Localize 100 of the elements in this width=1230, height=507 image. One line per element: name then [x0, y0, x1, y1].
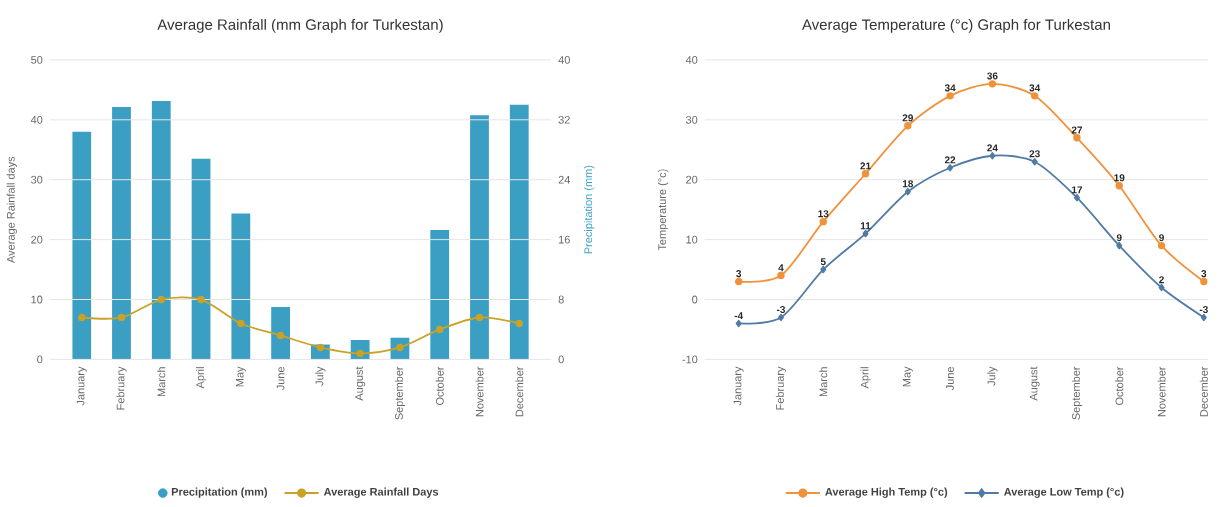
- point: [904, 188, 911, 196]
- point: [1157, 242, 1166, 250]
- point: [237, 320, 245, 328]
- x-tick-label: February: [116, 366, 127, 410]
- y2-tick-label: 8: [558, 295, 564, 304]
- data-label: 34: [944, 84, 956, 92]
- data-label: 3: [736, 270, 742, 278]
- point: [276, 331, 285, 340]
- point: [777, 272, 785, 280]
- legend-label: Precipitation (mm): [171, 487, 268, 499]
- x-tick-label: October: [435, 366, 444, 406]
- y-tick-label: 20: [31, 235, 43, 244]
- bar: [509, 105, 529, 360]
- point: [436, 325, 444, 334]
- x-tick-label: March: [819, 367, 828, 397]
- point: [1200, 314, 1207, 322]
- y-tick-label: 50: [31, 56, 43, 64]
- point: [1158, 284, 1165, 292]
- data-label: 18: [902, 180, 914, 188]
- data-label: 11: [860, 222, 871, 230]
- x-tick-label: August: [1029, 366, 1040, 401]
- point: [1115, 182, 1123, 190]
- y-axis-title: Average Rainfall days: [6, 156, 17, 264]
- point: [1116, 242, 1123, 250]
- x-tick-label: May: [902, 366, 913, 387]
- data-label: 24: [987, 144, 998, 152]
- data-label: 5: [820, 258, 826, 266]
- data-label: 36: [987, 72, 998, 80]
- data-label: 9: [1116, 234, 1122, 242]
- point: [1200, 278, 1208, 286]
- data-label: 4: [778, 264, 784, 272]
- y-tick-label: 10: [31, 295, 43, 304]
- chart-title: Average Rainfall (mm Graph for Turkestan): [157, 19, 443, 34]
- data-label: 22: [944, 156, 956, 164]
- x-tick-label: September: [394, 366, 406, 420]
- point: [515, 320, 523, 328]
- x-tick-label: May: [235, 366, 246, 387]
- point: [1030, 92, 1039, 100]
- bar: [271, 307, 290, 360]
- x-tick-label: February: [775, 366, 787, 410]
- point: [197, 296, 205, 304]
- y-tick-label: 0: [692, 295, 698, 304]
- x-tick-label: January: [76, 366, 87, 406]
- bar: [151, 101, 171, 360]
- point: [777, 314, 784, 322]
- data-label: 23: [1029, 150, 1040, 158]
- x-tick-label: November: [475, 366, 484, 417]
- point: [157, 296, 165, 304]
- y-tick-label: 40: [685, 56, 698, 64]
- point: [947, 164, 954, 172]
- point: [1073, 134, 1081, 142]
- x-tick-label: December: [515, 366, 524, 417]
- data-label: 34: [1029, 84, 1041, 92]
- data-label: 17: [1072, 186, 1083, 194]
- x-tick-label: October: [1115, 366, 1124, 406]
- data-label: 3: [1201, 270, 1207, 278]
- data-label: 9: [1159, 234, 1164, 242]
- x-tick-label: June: [276, 367, 285, 391]
- data-label: 27: [1071, 126, 1083, 134]
- y2-tick-label: 32: [558, 116, 570, 124]
- point: [904, 122, 912, 130]
- point: [819, 218, 827, 226]
- x-tick-label: April: [195, 367, 207, 389]
- x-tick-label: January: [733, 366, 744, 406]
- y-axis-title: Temperature (°c): [657, 169, 669, 251]
- point: [989, 152, 996, 160]
- point: [475, 314, 484, 322]
- legend-label: Average High Temp (°c): [825, 487, 948, 499]
- point: [1031, 158, 1038, 166]
- data-label: 13: [818, 210, 829, 218]
- data-label: 21: [860, 162, 871, 170]
- y-tick-label: -10: [682, 355, 698, 364]
- x-tick-label: June: [946, 367, 954, 391]
- data-label: 2: [1159, 276, 1164, 284]
- y-tick-label: 10: [686, 235, 698, 244]
- y-tick-label: 30: [685, 116, 698, 124]
- y-tick-label: 30: [31, 176, 43, 184]
- y-tick-label: 20: [686, 176, 698, 184]
- y2-axis-title: Precipitation (mm): [584, 166, 595, 254]
- y2-tick-label: 16: [558, 235, 570, 244]
- x-tick-label: March: [157, 367, 166, 397]
- data-label: 19: [1114, 174, 1125, 182]
- x-tick-label: November: [1157, 366, 1166, 417]
- bar: [112, 107, 131, 360]
- chart-title: Average Temperature (°c) Graph for Turkestan: [801, 19, 1110, 34]
- point: [117, 314, 126, 322]
- y2-tick-label: 0: [558, 355, 564, 364]
- point: [862, 230, 869, 238]
- y-tick-label: 40: [30, 116, 43, 124]
- point: [988, 80, 997, 88]
- bar: [430, 230, 450, 360]
- x-tick-label: April: [860, 367, 871, 389]
- data-label: -3: [1199, 306, 1208, 314]
- legend-label: Average Low Temp (°c): [1004, 487, 1124, 499]
- data-label: 29: [902, 114, 914, 122]
- point: [78, 314, 86, 322]
- point: [735, 320, 742, 328]
- x-tick-label: July: [987, 366, 998, 387]
- x-tick-label: August: [355, 366, 366, 401]
- point: [1073, 194, 1080, 202]
